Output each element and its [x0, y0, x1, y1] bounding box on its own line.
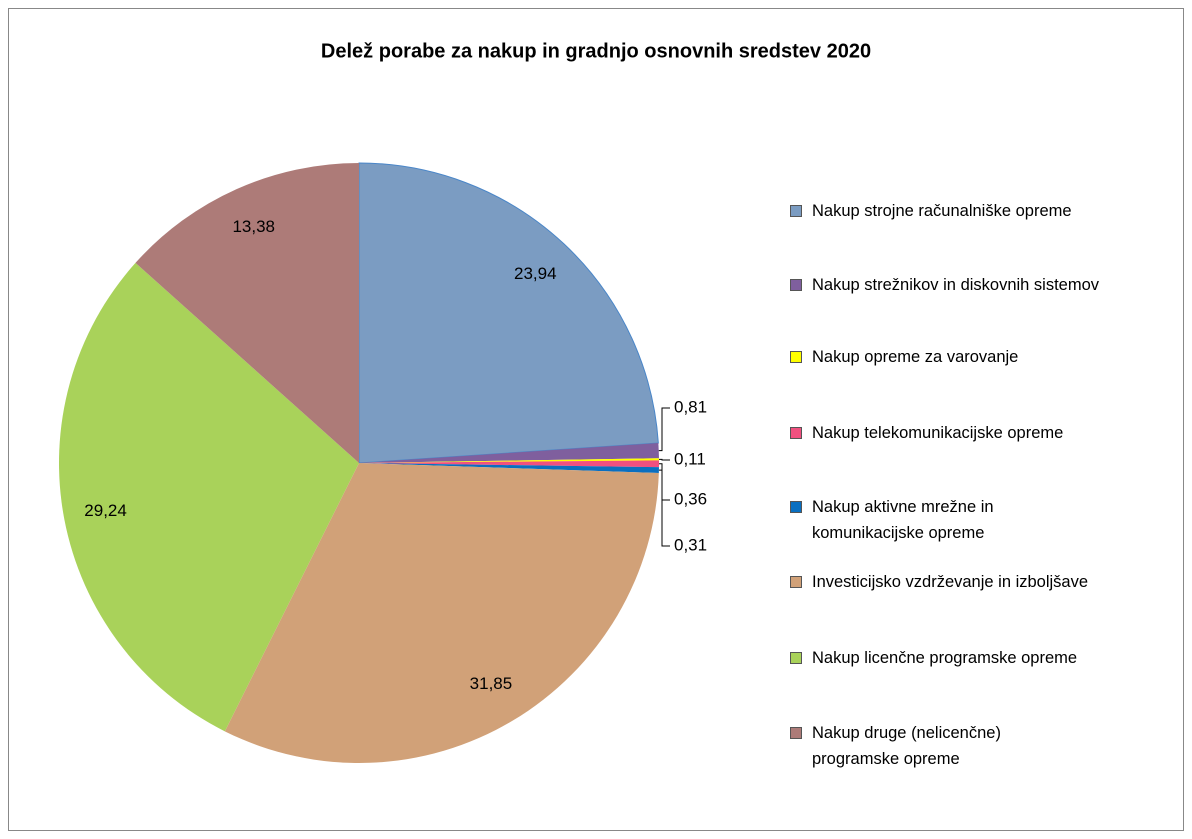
legend-label: Nakup opreme za varovanje — [812, 348, 1019, 366]
leader-line — [658, 458, 670, 461]
legend-swatch — [790, 205, 802, 217]
pie-slice — [359, 463, 659, 473]
legend-label: Nakup licenčne programske opreme — [812, 649, 1078, 667]
legend-swatch — [790, 501, 802, 513]
pie-slice — [135, 163, 359, 463]
pie-slice — [359, 443, 659, 463]
pie-slice — [59, 262, 359, 732]
legend-swatch — [790, 279, 802, 291]
leader-line — [658, 469, 670, 547]
legend-swatch — [790, 652, 802, 664]
pie-slice — [224, 463, 659, 763]
legend-label: Investicijsko vzdrževanje in izboljšave — [812, 573, 1089, 591]
chart-title: Delež porabe za nakup in gradnjo osnovni… — [321, 40, 871, 62]
leader-line — [658, 407, 670, 452]
legend-label: Nakup strojne računalniške opreme — [812, 202, 1072, 220]
data-label: 0,31 — [674, 535, 707, 554]
legend-label: Nakup druge (nelicenčne) programske opre… — [812, 724, 1001, 768]
data-label: 0,81 — [674, 397, 707, 416]
data-label: 29,24 — [84, 501, 127, 520]
legend-label: Nakup telekomunikacijske opreme — [812, 424, 1064, 442]
pie-slice — [358, 162, 659, 464]
data-label: 23,94 — [514, 264, 557, 283]
data-label: 31,85 — [470, 674, 513, 693]
legend-swatch — [790, 351, 802, 363]
data-label: 13,38 — [232, 217, 275, 236]
legend-label: Nakup strežnikov in diskovnih sistemov — [812, 276, 1100, 294]
data-label: 0,11 — [674, 449, 706, 468]
pie-slice — [359, 460, 659, 468]
pie-slice — [359, 458, 659, 463]
legend-swatch — [790, 427, 802, 439]
data-label: 0,36 — [674, 489, 707, 508]
legend-label: Nakup aktivne mrežne in komunikacijske o… — [812, 498, 994, 542]
legend-swatch — [790, 576, 802, 588]
legend-swatch — [790, 727, 802, 739]
